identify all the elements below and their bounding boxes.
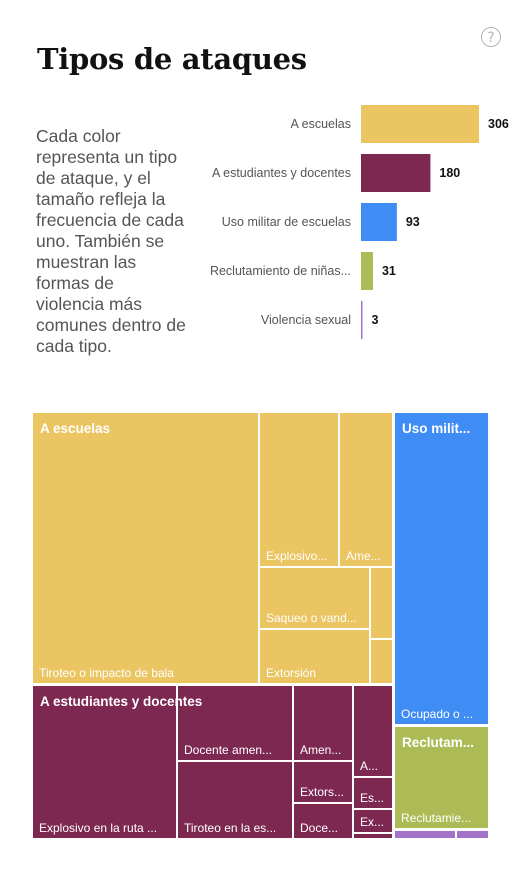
- treemap-group: Reclutamie... Reclutam...: [395, 727, 488, 828]
- treemap-cell[interactable]: [33, 686, 176, 838]
- treemap-cell-label: Ocupado o ...: [401, 707, 473, 721]
- bar[interactable]: [361, 252, 373, 290]
- treemap-cell[interactable]: [294, 686, 352, 760]
- bar-label: Reclutamiento de niñas...: [210, 264, 351, 278]
- treemap-cell-label: Explosivo...: [266, 549, 327, 563]
- treemap-cell[interactable]: [354, 810, 392, 832]
- bar-value: 93: [406, 215, 420, 229]
- treemap-cell-label: Es...: [360, 791, 384, 805]
- treemap-cell[interactable]: [395, 727, 488, 828]
- bar[interactable]: [361, 203, 397, 241]
- treemap-cell-label: Saqueo o vand...: [266, 611, 357, 625]
- bar[interactable]: [361, 105, 479, 143]
- chart-description: Cada color representa un tipo de ataque,…: [36, 126, 186, 356]
- treemap-cell-label: Extorsión: [266, 666, 316, 680]
- treemap-group-title: Reclutam...: [402, 735, 474, 750]
- treemap-cell[interactable]: [294, 762, 352, 802]
- bar-value: 180: [439, 166, 460, 180]
- treemap-cell[interactable]: [340, 413, 392, 566]
- treemap-cell[interactable]: [354, 686, 392, 776]
- treemap-group-title: A escuelas: [40, 421, 110, 436]
- treemap-cell[interactable]: [354, 778, 392, 808]
- bar[interactable]: [361, 154, 431, 192]
- treemap-cell[interactable]: [260, 630, 369, 683]
- treemap-cell[interactable]: [33, 413, 258, 683]
- treemap-cell[interactable]: [395, 413, 488, 724]
- bar-value: 306: [488, 117, 509, 131]
- treemap-cell[interactable]: [260, 568, 369, 628]
- treemap-cell[interactable]: [371, 640, 392, 683]
- treemap-cell-label: Tiroteo o impacto de bala: [39, 666, 174, 680]
- treemap-group-title: Uso milit...: [402, 421, 470, 436]
- treemap-cell[interactable]: [371, 568, 392, 638]
- treemap-cell[interactable]: [178, 762, 292, 838]
- bar-label: Uso militar de escuelas: [222, 215, 351, 229]
- help-icon[interactable]: ?: [481, 27, 501, 47]
- treemap-group: Tiroteo o impacto de bala Explosivo... Ame…: [33, 413, 392, 683]
- bar-value: 31: [382, 264, 396, 278]
- treemap-cell[interactable]: [457, 831, 488, 838]
- treemap-cell[interactable]: [294, 804, 352, 838]
- treemap-cell-label: Tiroteo en la es...: [184, 821, 276, 835]
- bar-chart: A escuelas 306 A estudiantes y docentes 180…: [210, 105, 509, 339]
- bar-label: A estudiantes y docentes: [212, 166, 351, 180]
- treemap-cell[interactable]: [260, 413, 338, 566]
- treemap-group: [395, 831, 488, 838]
- bar-label: Violencia sexual: [261, 313, 351, 327]
- bar-value: 3: [372, 313, 379, 327]
- treemap-cell-label: Amen...: [300, 743, 341, 757]
- treemap-group: Ocupado o ... Uso milit...: [395, 413, 488, 724]
- treemap-cell-label: Docente amen...: [184, 743, 272, 757]
- bar[interactable]: [361, 301, 363, 339]
- treemap-cell-label: Extors...: [300, 785, 344, 799]
- treemap-group-title: A estudiantes y docentes: [40, 694, 202, 709]
- treemap-cell[interactable]: [395, 831, 455, 838]
- bar-label: A escuelas: [291, 117, 351, 131]
- page-title: Tipos de ataques: [37, 42, 307, 76]
- treemap-cell-label: Ame...: [346, 549, 381, 563]
- treemap-cell[interactable]: [178, 686, 292, 760]
- treemap-cell[interactable]: [354, 834, 392, 838]
- treemap-cell-label: Ex...: [360, 815, 384, 829]
- treemap-group: Explosivo en la ruta ... Docente amen... T…: [33, 686, 392, 838]
- treemap-cell-label: Doce...: [300, 821, 338, 835]
- treemap-cell-label: Reclutamie...: [401, 811, 471, 825]
- treemap-cell-label: A...: [360, 759, 378, 773]
- treemap-cell-label: Explosivo en la ruta ...: [39, 821, 157, 835]
